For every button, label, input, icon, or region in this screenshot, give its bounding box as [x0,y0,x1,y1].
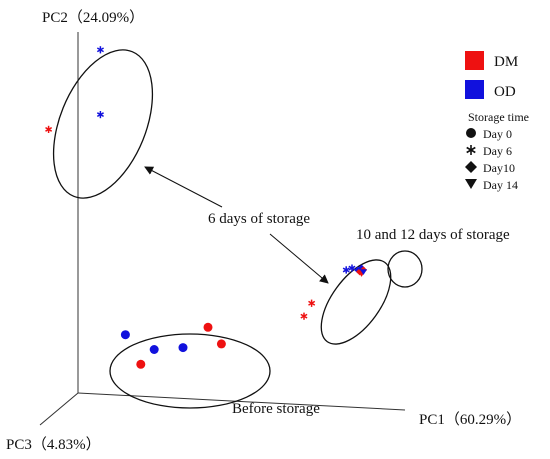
legend-diamond-marker [465,161,477,173]
legend-swatch-dm [465,51,484,70]
pc2-axis-label: PC2（24.09%） [42,9,144,26]
legend-circle-marker [466,128,476,138]
legend-label-dm: DM [494,54,518,70]
pc1-axis-line [77,392,406,411]
point-od-day0-1 [149,345,159,354]
point-od-day0-2 [178,343,188,353]
pc3-axis-label: PC3（4.83%） [6,436,101,453]
legend-label-day6: Day 6 [483,144,512,158]
cluster-ellipse-day10-12 [387,250,423,288]
point-dm-day6-9 [308,299,316,307]
point-od-day14-18 [359,269,368,276]
point-dm-day0-3 [203,322,213,332]
legend-swatch-od [465,80,484,99]
legend-label-day0: Day 0 [483,127,512,141]
cluster-ellipse-day6-right [320,259,392,345]
point-od-day6-12 [348,264,356,272]
cluster-ellipse-day6-left [52,49,154,199]
legend-asterisk-marker [466,145,476,155]
point-dm-day0-4 [216,339,226,349]
annotation-six-days: 6 days of storage [208,211,310,227]
point-dm-day6-8 [45,125,53,133]
legend: DM OD Storage time Day 0 Day 6 Day10 Day… [465,51,529,192]
pc3-axis-line [39,392,79,426]
legend-label-day14: Day 14 [483,178,518,192]
arrow-to-day6-left [144,166,223,208]
legend-triangle-marker [465,179,477,189]
arrow-to-day6-right [269,233,329,284]
point-od-day6-6 [96,46,104,54]
legend-label-od: OD [494,84,516,100]
point-dm-day0-5 [136,359,146,369]
point-dm-day6-10 [300,312,308,320]
cluster-ellipse-before-storage [109,333,271,409]
point-od-day0-0 [120,330,130,340]
point-od-day6-11 [342,266,350,274]
annotation-before-storage: Before storage [232,401,320,417]
annotation-ten-twelve-days: 10 and 12 days of storage [356,227,510,243]
point-od-day6-7 [96,111,104,119]
data-points [45,46,368,369]
pc1-axis-label: PC1（60.29%） [419,411,521,428]
legend-label-day10: Day10 [483,161,515,175]
legend-storage-title: Storage time [468,110,529,124]
point-od-day10-13 [354,266,362,274]
